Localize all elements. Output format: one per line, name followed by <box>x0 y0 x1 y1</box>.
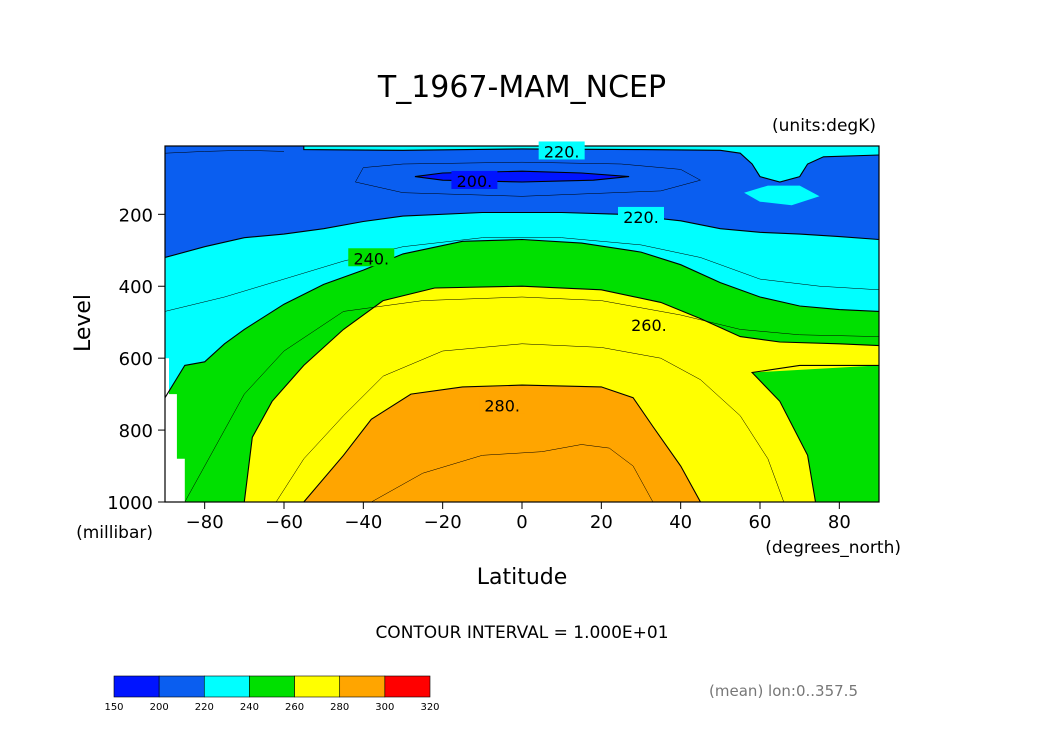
contour-label-bg-2 <box>618 206 664 225</box>
plot-area <box>165 146 879 502</box>
contour-label-bg-4 <box>625 314 672 333</box>
minor-isotherm-4 <box>275 343 785 502</box>
contour-label-1: 200. <box>457 172 493 191</box>
x-tick-label-7: 60 <box>749 512 772 533</box>
colorbar-label-3: 240 <box>240 702 259 713</box>
contour-label-2: 220. <box>623 208 659 227</box>
colorbar-label-0: 150 <box>104 702 123 713</box>
contour-label-bg-1 <box>451 170 498 189</box>
colorbar-swatch-4 <box>294 675 341 698</box>
colorbar-swatch-6 <box>384 675 431 698</box>
contour-label-5: 280. <box>484 397 520 416</box>
isotherm-220-upper <box>303 146 879 183</box>
footnote-mean-lon: (mean) lon:0..357.5 <box>709 682 858 700</box>
contour-label-0: 220. <box>544 142 580 161</box>
x-units-label: (degrees_north) <box>765 538 901 558</box>
y-tick-label-2: 600 <box>119 349 153 370</box>
colorbar-label-6: 300 <box>375 702 394 713</box>
chart-title: T_1967-MAM_NCEP <box>377 70 666 105</box>
missing-data <box>165 358 185 502</box>
x-tick-label-2: −40 <box>344 512 382 533</box>
contour-label-4: 260. <box>631 316 667 335</box>
y-axis-ticks: 200 400 600 800 1000 <box>107 205 165 514</box>
x-tick-label-0: −80 <box>186 512 224 533</box>
x-tick-label-1: −60 <box>265 512 303 533</box>
x-tick-label-8: 80 <box>828 512 851 533</box>
x-tick-label-6: 40 <box>669 512 692 533</box>
y-tick-label-4: 1000 <box>107 493 153 514</box>
x-tick-label-3: −20 <box>424 512 462 533</box>
minor-isotherm-lines <box>165 150 879 502</box>
isotherm-280 <box>303 384 701 502</box>
x-tick-label-4: 0 <box>516 512 527 533</box>
isotherm-260-right <box>750 364 879 502</box>
colorbar-swatch-2 <box>203 675 250 698</box>
x-tick-label-5: 20 <box>590 512 613 533</box>
colorbar-swatch-5 <box>339 675 386 698</box>
minor-isotherm-5 <box>371 444 654 502</box>
y-tick-label-3: 800 <box>119 421 153 442</box>
colorbar-label-4: 260 <box>285 702 304 713</box>
y-axis-label: Level <box>71 294 96 352</box>
y-tick-label-0: 200 <box>119 205 153 226</box>
contour-interval-text: CONTOUR INTERVAL = 1.000E+01 <box>375 623 668 643</box>
minor-isotherm-1 <box>355 161 702 197</box>
contour-label-bg-5 <box>479 395 526 414</box>
contour-label-bg-3 <box>348 248 395 267</box>
y-tick-label-1: 400 <box>119 277 153 298</box>
colorbar: 150 200 220 240 260 280 300 320 <box>104 675 440 713</box>
colorbar-swatch-3 <box>249 675 295 698</box>
colorbar-swatch-1 <box>158 675 205 698</box>
colorbar-label-5: 280 <box>330 702 349 713</box>
colorbar-label-1: 200 <box>150 702 169 713</box>
isotherm-220 <box>165 211 879 259</box>
x-axis-ticks: −80 −60 −40 −20 0 20 40 60 80 <box>186 502 851 533</box>
colorbar-label-7: 320 <box>420 702 439 713</box>
band-280-300 <box>303 385 701 502</box>
temperature-fills <box>165 146 879 502</box>
x-axis-label: Latitude <box>477 565 568 590</box>
isotherm-260 <box>243 285 879 502</box>
isotherm-240 <box>165 238 879 398</box>
y-units-label: (millibar) <box>76 523 153 543</box>
minor-isotherm-2 <box>165 237 879 312</box>
colorbar-label-2: 220 <box>195 702 214 713</box>
contour-label-bg-0 <box>538 141 585 160</box>
contour-labels: 220. 200. 220. 240. 260. 280. <box>348 141 672 416</box>
band-240-260-right <box>752 365 879 502</box>
colorbar-swatch-0 <box>113 675 160 698</box>
minor-isotherm-3 <box>184 296 879 502</box>
minor-isotherm-0 <box>165 150 285 154</box>
band-220-240-cell <box>744 185 820 206</box>
units-label: (units:degK) <box>772 116 876 136</box>
contour-label-3: 240. <box>353 249 389 268</box>
